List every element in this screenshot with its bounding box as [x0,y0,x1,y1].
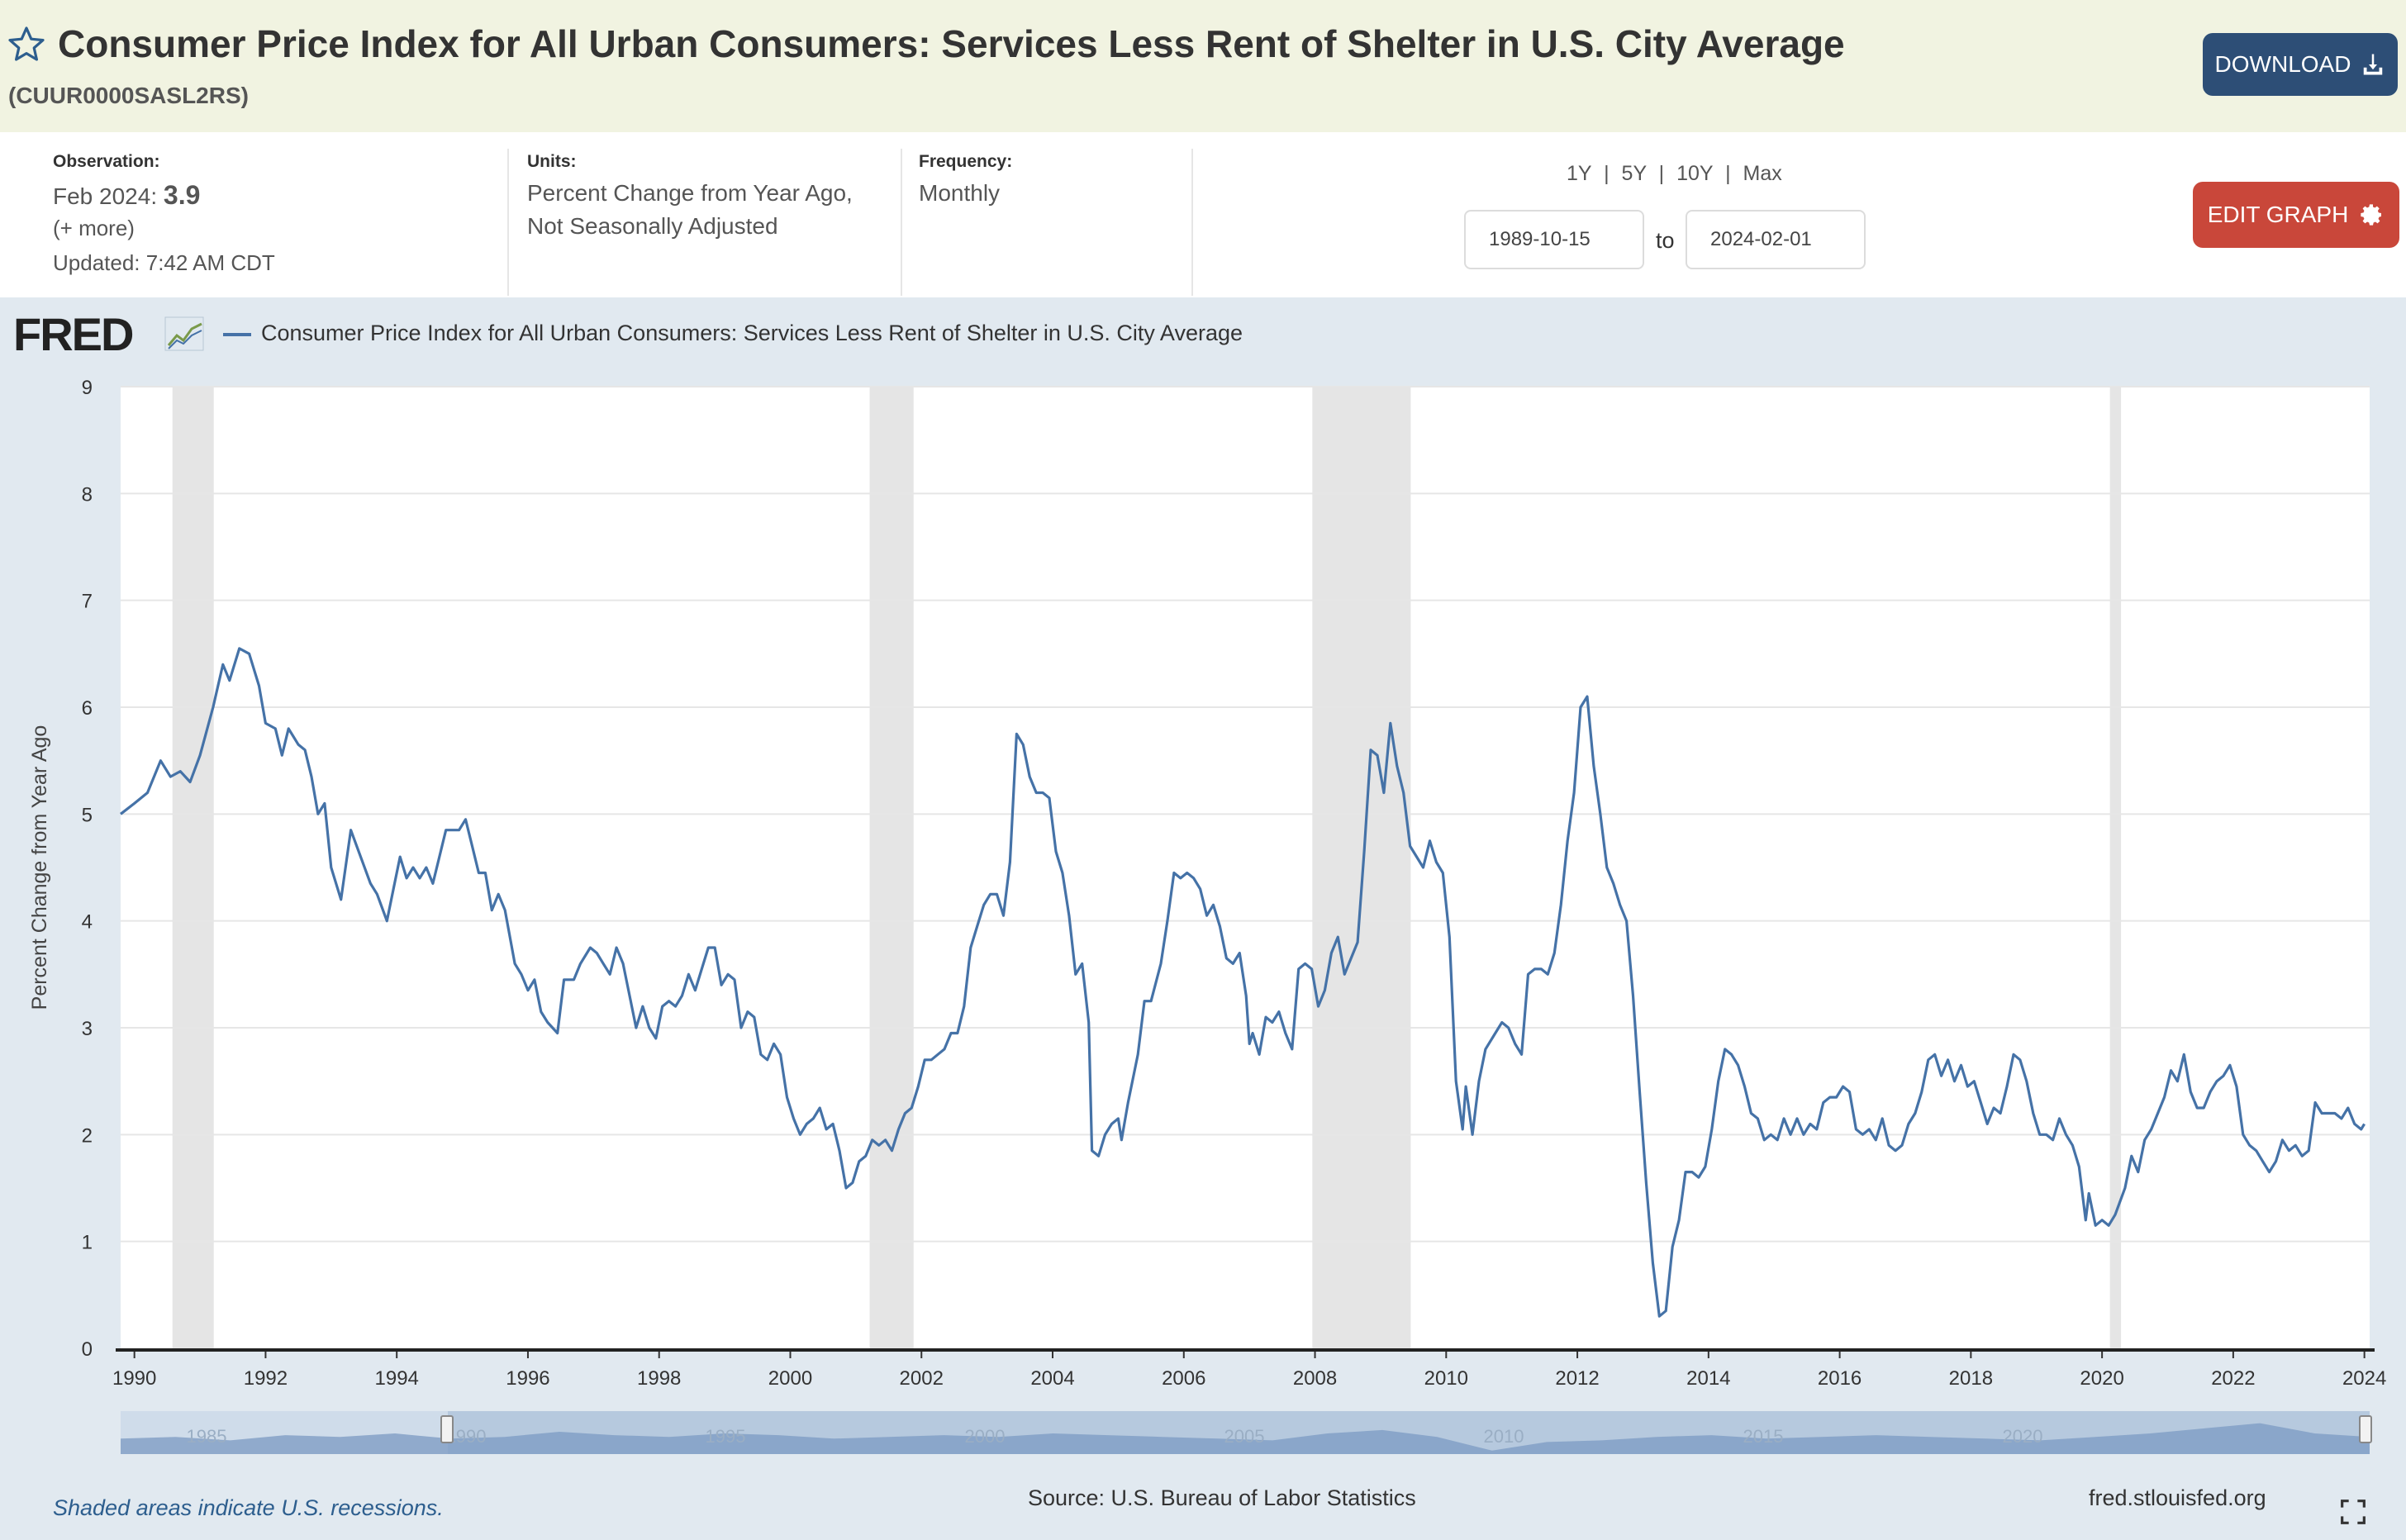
plot-area [121,387,2370,1348]
x-tick-label: 2020 [2080,1367,2123,1390]
series-id: (CUUR0000SASL2RS) [8,83,249,108]
observation-value-row: Feb 2024: 3.9 [53,178,200,213]
observation-date: Feb 2024: [53,183,158,209]
edit-graph-button[interactable]: EDIT GRAPH [2193,182,2399,248]
divider [901,149,902,296]
y-tick-label: 1 [82,1232,93,1254]
fred-chart-logo-icon [164,316,204,351]
units-line-2: Not Seasonally Adjusted [527,213,778,239]
navigator-year-label: 2020 [2003,1426,2043,1447]
x-tick-label: 2000 [768,1367,812,1390]
more-observations-link[interactable]: (+ more) [53,216,135,240]
frequency-value: Monthly [919,180,1001,206]
legend-label[interactable]: Consumer Price Index for All Urban Consu… [261,321,1243,345]
navigator-area [121,1423,2370,1454]
recession-note: Shaded areas indicate U.S. recessions. [53,1495,444,1520]
download-icon [2364,54,2383,75]
divider [1191,149,1193,296]
range-separator: | [1658,162,1665,185]
recession-band [2109,387,2122,1348]
updated-time: Updated: 7:42 AM CDT [53,250,275,275]
star-outline-icon[interactable] [7,25,46,64]
x-tick-label: 2018 [1949,1367,1993,1390]
date-range-shortcuts: 1Y | 5Y | 10Y | Max [1567,162,1782,186]
y-tick-label: 5 [82,804,93,826]
units-label: Units: [527,152,577,171]
navigator-year-label: 1985 [187,1426,227,1447]
to-label: to [1656,228,1675,253]
range-10y-link[interactable]: 10Y [1676,162,1714,185]
x-tick-label: 2016 [1818,1367,1862,1390]
units-line-1: Percent Change from Year Ago, [527,180,853,206]
fullscreen-icon[interactable] [2340,1499,2366,1525]
y-tick-label: 6 [82,697,93,720]
y-tick-label: 9 [82,377,93,399]
x-tick-label: 2008 [1293,1367,1337,1390]
range-max-link[interactable]: Max [1743,162,1782,185]
x-tick-label: 2010 [1424,1367,1468,1390]
range-5y-link[interactable]: 5Y [1621,162,1647,185]
recession-band [172,387,214,1348]
fred-logo[interactable]: FRED [13,308,134,360]
site-label[interactable]: fred.stlouisfed.org [2089,1485,2266,1510]
series-line [120,647,2366,1318]
range-1y-link[interactable]: 1Y [1567,162,1592,185]
page-title: Consumer Price Index for All Urban Consu… [58,22,1845,65]
legend-swatch [223,333,251,336]
x-tick-label: 2006 [1162,1367,1205,1390]
line-chart[interactable]: 0 1 2 3 4 5 6 7 8 9 1990 1992 1994 1996 1998 2000 2002 2… [0,355,2406,1479]
download-label: DOWNLOAD [2214,51,2351,77]
navigator-year-label: 1995 [706,1426,746,1447]
x-tick-label: 2024 [2342,1367,2386,1390]
gear-icon [2361,204,2382,226]
recession-band [869,387,914,1348]
y-tick-label: 0 [82,1338,93,1361]
recession-band [1312,387,1411,1348]
page-header: Consumer Price Index for All Urban Consu… [0,0,2406,132]
start-date-input[interactable]: 1989-10-15 [1464,210,1644,269]
range-separator: | [1725,162,1731,185]
x-tick-label: 2004 [1030,1367,1074,1390]
navigator-year-label: 2010 [1484,1426,1524,1447]
x-tick-label: 2012 [1555,1367,1599,1390]
y-tick-label: 7 [82,591,93,613]
navigator-year-label: 2015 [1743,1426,1784,1447]
x-tick-label: 1998 [637,1367,681,1390]
x-tick-label: 1992 [244,1367,288,1390]
x-tick-label: 2022 [2211,1367,2255,1390]
x-tick-label: 1996 [506,1367,549,1390]
x-tick-label: 1994 [375,1367,419,1390]
x-tick-label: 1990 [112,1367,156,1390]
observation-label: Observation: [53,152,160,171]
series-info-bar: Observation: Feb 2024: 3.9 (+ more) Upda… [0,132,2406,297]
navigator-right-handle[interactable] [2359,1415,2372,1443]
edit-graph-label: EDIT GRAPH [2207,202,2349,227]
y-axis-label: Percent Change from Year Ago [28,725,51,1010]
divider [507,149,509,296]
y-tick-label: 2 [82,1124,93,1147]
navigator-year-label: 2000 [965,1426,1006,1447]
y-tick-label: 4 [82,911,93,934]
x-tick-label: 2014 [1686,1367,1730,1390]
x-tick-label: 2002 [900,1367,944,1390]
range-separator: | [1604,162,1610,185]
y-tick-label: 8 [82,483,93,506]
observation-value: 3.9 [163,180,201,210]
navigator-left-handle[interactable] [440,1415,454,1443]
download-button[interactable]: DOWNLOAD [2203,33,2398,96]
y-tick-label: 3 [82,1018,93,1040]
source-label[interactable]: Source: U.S. Bureau of Labor Statistics [1028,1485,1416,1510]
end-date-input[interactable]: 2024-02-01 [1686,210,1866,269]
frequency-label: Frequency: [919,152,1013,171]
navigator-year-label: 2005 [1224,1426,1265,1447]
